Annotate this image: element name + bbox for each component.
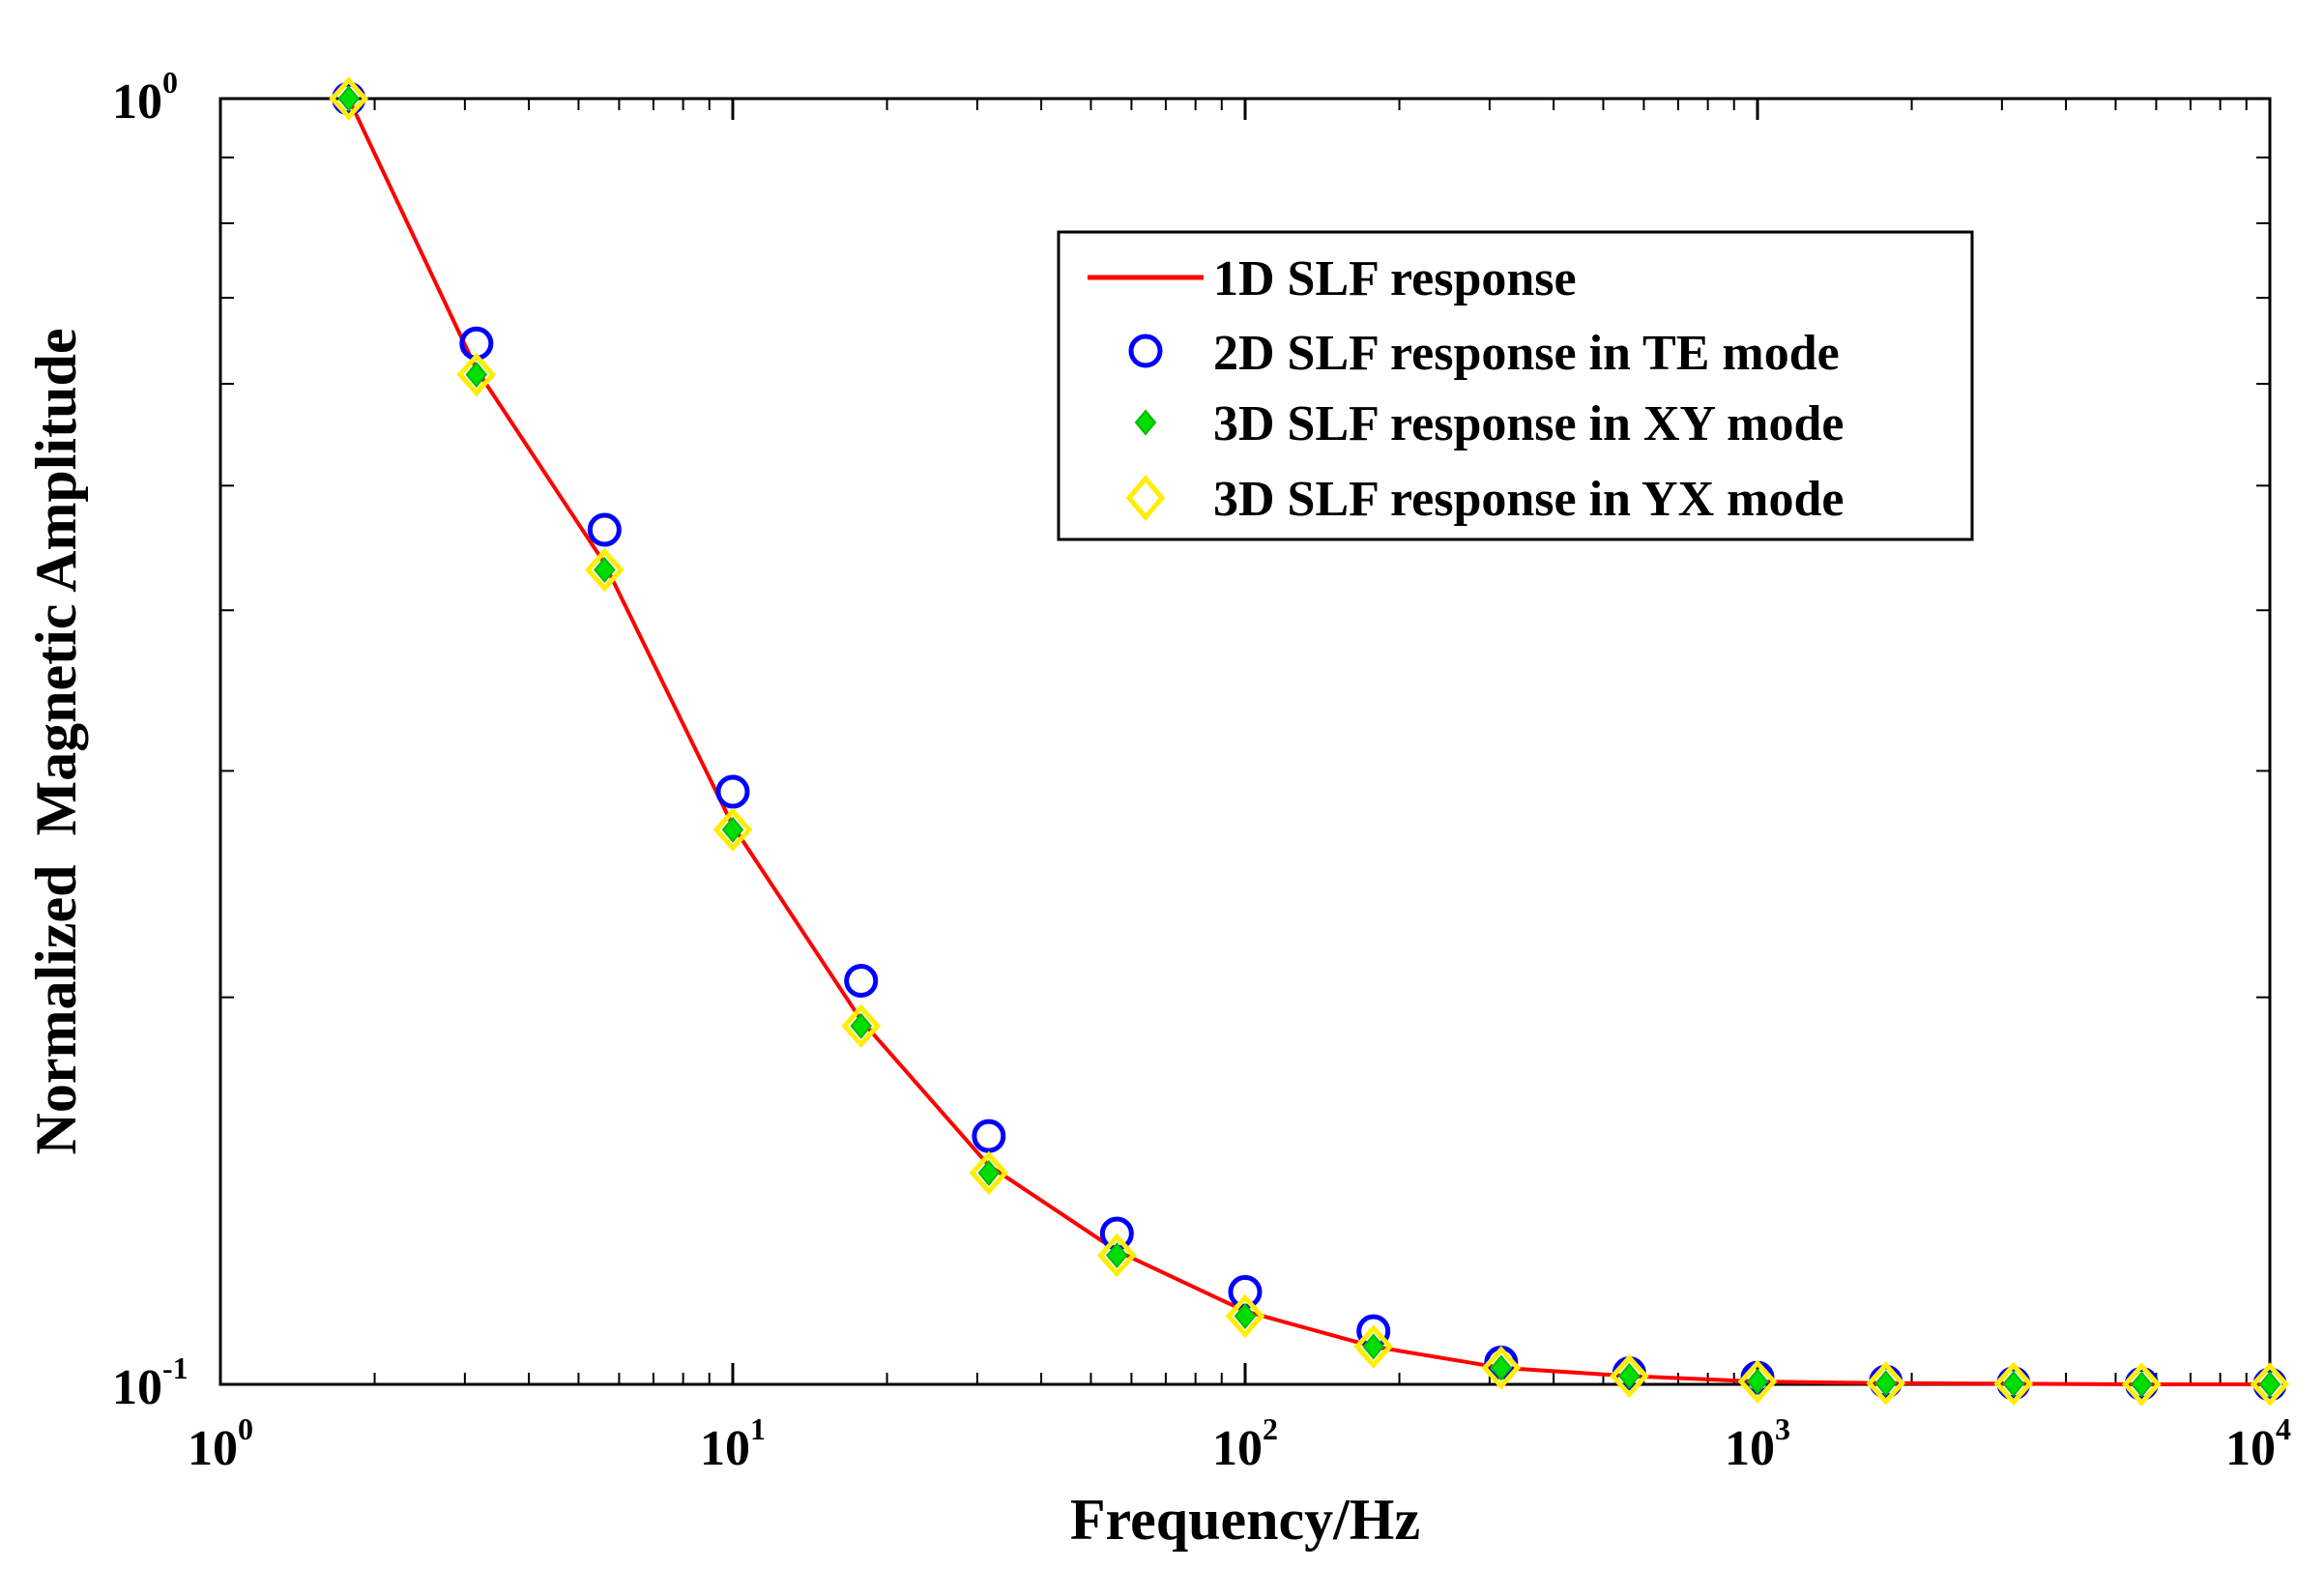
marker-3d-xy — [1362, 1333, 1385, 1360]
x-tick-label: 104 — [2225, 1411, 2291, 1476]
series-1d-line — [346, 98, 2270, 1386]
marker-3d-yx — [456, 352, 497, 397]
marker-3d-yx — [1481, 1346, 1522, 1390]
marker-3d-yx — [841, 1003, 882, 1049]
marker-3d-yx — [2122, 1362, 2162, 1407]
marker-2d-te — [715, 774, 750, 809]
legend: 1D SLF response 2D SLF response in TE mo… — [1057, 230, 1974, 541]
legend-label: 1D SLF response — [1213, 251, 1577, 306]
marker-3d-xy — [2258, 1371, 2281, 1398]
x-tick-label: 103 — [1725, 1411, 1790, 1476]
marker-3d-yx — [969, 1150, 1009, 1196]
legend-label: 3D SLF response in XY mode — [1213, 396, 1844, 451]
marker-3d-yx — [1097, 1233, 1137, 1278]
y-tick-label: 100 — [112, 65, 178, 130]
y-tick-label: 10-1 — [112, 1351, 189, 1415]
x-tick-label: 101 — [700, 1411, 766, 1476]
marker-3d-yx — [2250, 1362, 2290, 1407]
x-tick-label: 102 — [1212, 1411, 1278, 1476]
legend-label: 2D SLF response in TE mode — [1213, 326, 1840, 381]
marker-3d-xy — [850, 1012, 873, 1039]
x-axis-title: Frequency/Hz — [1070, 1488, 1420, 1552]
series-3d-yx-layer — [329, 76, 2290, 1407]
legend-swatch-circle — [1128, 334, 1163, 368]
marker-3d-xy — [1106, 1241, 1128, 1269]
marker-2d-te — [587, 512, 622, 547]
y-tick-labels: 10-1 100 — [112, 65, 189, 1415]
marker-3d-xy — [1490, 1354, 1513, 1381]
legend-label: 3D SLF response in YX mode — [1213, 472, 1844, 527]
marker-3d-yx — [1225, 1293, 1265, 1339]
marker-3d-xy — [2002, 1370, 2025, 1397]
marker-3d-yx — [1993, 1361, 2034, 1407]
y-axis-title: Normalized Magnetic Amplitude — [24, 329, 88, 1155]
marker-3d-xy — [1234, 1302, 1257, 1329]
marker-3d-xy — [2131, 1371, 2153, 1398]
marker-3d-yx — [329, 76, 369, 121]
marker-2d-te — [972, 1119, 1006, 1153]
marker-3d-xy — [594, 556, 616, 584]
marker-3d-yx — [1866, 1361, 1906, 1406]
x-tick-labels: 100 101 102 103 104 — [188, 1411, 2291, 1476]
legend-box — [1057, 230, 1974, 541]
x-tick-label: 100 — [188, 1411, 253, 1476]
marker-3d-yx — [1737, 1359, 1778, 1404]
marker-3d-xy — [465, 361, 488, 389]
marker-3d-yx — [585, 547, 625, 593]
legend-swatch-diamond — [1125, 475, 1166, 521]
marker-3d-xy — [721, 816, 744, 843]
marker-3d-xy — [1746, 1368, 1769, 1395]
marker-3d-xy — [337, 85, 361, 112]
minor-ticks — [220, 99, 2270, 1384]
marker-2d-te — [844, 964, 879, 999]
series-3d-xy-layer — [337, 85, 2281, 1398]
marker-3d-xy — [977, 1159, 1001, 1186]
series-1d-line-layer — [346, 98, 2270, 1386]
legend-swatch-dot — [1134, 409, 1157, 436]
marker-3d-yx — [1353, 1324, 1394, 1369]
marker-3d-xy — [1618, 1362, 1641, 1389]
marker-3d-yx — [1610, 1353, 1649, 1399]
marker-3d-yx — [712, 807, 753, 853]
marker-3d-xy — [1874, 1370, 1898, 1397]
